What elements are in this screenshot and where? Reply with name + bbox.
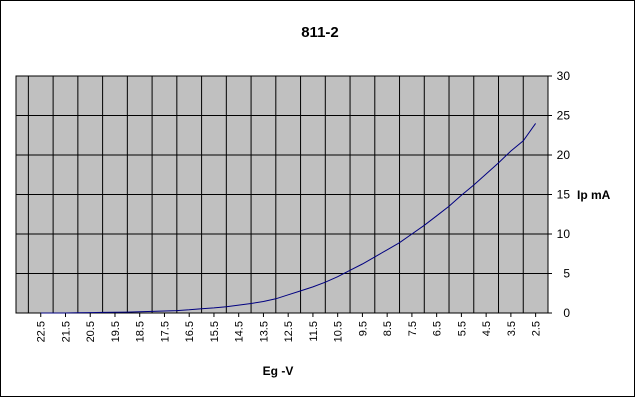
chart-title: 811-2	[301, 24, 339, 41]
x-tick-label: 19.5	[110, 321, 122, 342]
x-tick-label: 16.5	[184, 321, 196, 342]
x-tick-label: 11.5	[308, 321, 320, 342]
x-axis-ticks: 22.5 21.5 20.5 19.5 18.5 17.5 16.5 15.5 14.5 13.5…	[36, 313, 543, 342]
y-tick-label: 0	[563, 306, 570, 320]
y-tick-label: 10	[557, 227, 571, 241]
x-tick-label: 12.5	[283, 321, 295, 342]
y-tick-label: 20	[557, 148, 571, 162]
x-tick-label: 17.5	[159, 321, 171, 342]
y-tick-label: 5	[563, 267, 570, 281]
y-tick-label: 15	[557, 188, 571, 202]
x-tick-label: 8.5	[382, 321, 394, 336]
x-tick-label: 9.5	[357, 321, 369, 336]
x-tick-label: 2.5	[531, 321, 543, 336]
grid-lines	[16, 75, 548, 314]
x-tick-label: 7.5	[407, 321, 419, 336]
y-axis-label: Ip mA	[577, 188, 611, 202]
x-tick-label: 22.5	[36, 321, 48, 342]
x-tick-label: 18.5	[135, 321, 147, 342]
series-line-ip	[40, 123, 537, 314]
y-tick-label: 25	[557, 109, 571, 123]
y-tick-label: 30	[557, 69, 571, 83]
x-tick-label: 14.5	[234, 321, 246, 342]
y-axis-ticks: 0 5 10 15 20 25 30	[548, 69, 570, 320]
x-tick-label: 20.5	[85, 321, 97, 342]
x-tick-label: 3.5	[506, 321, 518, 336]
x-tick-label: 6.5	[432, 321, 444, 336]
x-tick-label: 4.5	[481, 321, 493, 336]
x-axis-label: Eg -V	[263, 364, 294, 378]
x-tick-label: 5.5	[456, 321, 468, 336]
x-tick-label: 21.5	[60, 321, 72, 342]
x-tick-label: 13.5	[258, 321, 270, 342]
x-tick-label: 15.5	[209, 321, 221, 342]
x-tick-label: 10.5	[333, 321, 345, 342]
